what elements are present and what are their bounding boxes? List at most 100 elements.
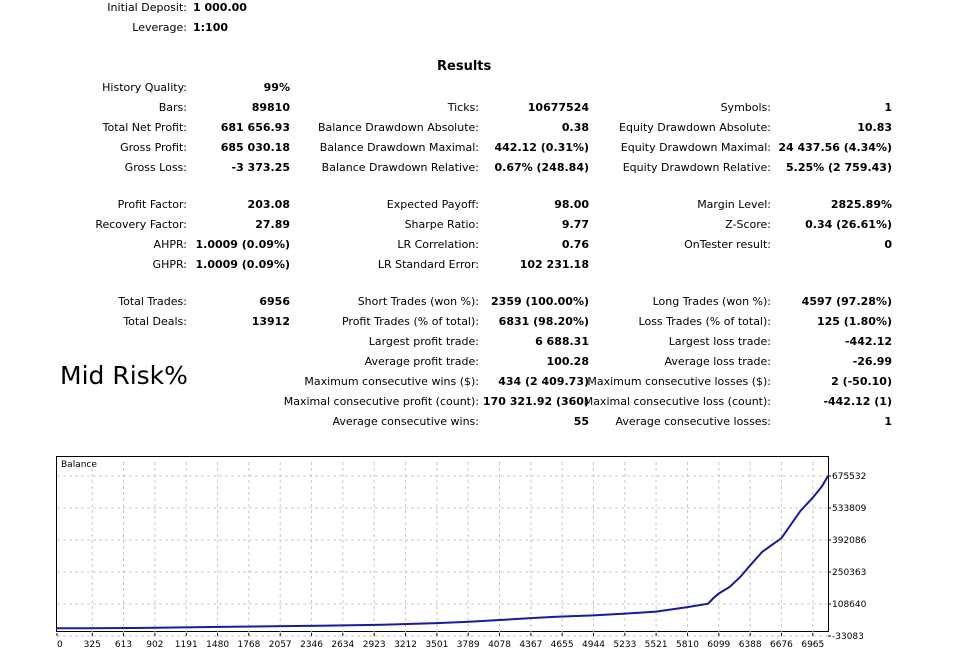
balance-drawdown-maximal-value: 442.12 (0.31%) [494,141,590,154]
balance-point [749,564,751,567]
y-tick-label: 392086 [832,536,867,546]
maximal-consecutive-loss-count-value: -442.12 (1) [823,395,892,408]
x-tick-label: 325 [84,640,101,650]
balance-point [273,625,275,628]
x-tick-label: 6965 [801,640,824,650]
equity-drawdown-relative-value: 5.25% (2 759.43) [786,161,892,174]
expected-payoff-value: 98.00 [554,198,589,211]
x-tick-label: 2057 [269,640,292,650]
short-trades-won-label: Short Trades (won %): [357,295,479,308]
balance-point [624,612,626,615]
results-title: Results [437,59,492,74]
average-consecutive-losses-label: Average consecutive losses: [615,415,771,428]
x-tick-label: 1768 [237,640,260,650]
y-tick-label: 250363 [832,568,866,578]
balance-point [761,550,764,553]
bars-label: Bars: [158,101,187,114]
equity-drawdown-absolute-label: Equity Drawdown Absolute: [619,121,771,134]
ahpr-value: 1.0009 (0.09%) [195,238,291,251]
margin-level-value: 2825.89% [830,198,892,211]
largest-loss-trade-value: -442.12 [844,335,892,348]
profit-factor-value: 203.08 [247,198,290,211]
average-profit-trade-value: 100.28 [546,355,589,368]
gross-loss-label: Gross Loss: [124,161,187,174]
balance-drawdown-maximal-label: Balance Drawdown Maximal: [319,141,479,154]
balance-point [530,617,532,619]
balance-point [501,619,503,621]
x-tick-label: 5233 [613,640,636,650]
equity-drawdown-maximal-label: Equity Drawdown Maximal: [620,141,771,154]
z-score-label: Z-Score: [725,218,771,231]
loss-trades-of-total-label: Loss Trades (% of total): [638,315,771,328]
ontester-result-value: 0 [884,238,892,251]
leverage-label: Leverage: [132,21,187,34]
equity-drawdown-absolute-value: 10.83 [857,121,892,134]
average-loss-trade-value: -26.99 [852,355,892,368]
ahpr-label: AHPR: [153,238,187,251]
balance-drawdown-absolute-value: 0.38 [561,121,589,134]
total-trades-label: Total Trades: [118,295,187,308]
x-tick-label: 613 [115,640,132,650]
average-consecutive-wins-value: 55 [573,415,589,428]
y-tick-label: 675532 [832,472,866,482]
x-tick-label: 5810 [676,640,699,650]
average-consecutive-losses-value: 1 [884,415,892,428]
y-tick-label: -33083 [832,632,864,642]
maximal-consecutive-profit-count-label: Maximal consecutive profit (count): [283,395,479,408]
mid-risk-label: Mid Risk% [60,361,188,390]
symbols-label: Symbols: [720,101,771,114]
y-tick-label: 108640 [832,600,867,610]
x-tick-label: 2346 [300,640,323,650]
x-tick-label: 1480 [206,640,229,650]
y-tick-label: 533809 [832,504,867,514]
balance-point [555,615,557,618]
history-quality-label: History Quality: [102,81,187,94]
average-loss-trade-label: Average loss trade: [664,355,771,368]
x-tick-label: 4944 [582,640,605,650]
symbols-value: 1 [884,101,892,114]
sharpe-ratio-label: Sharpe Ratio: [404,218,479,231]
ghpr-label: GHPR: [152,258,187,271]
total-net-profit-label: Total Net Profit: [102,121,187,134]
balance-point [592,614,595,617]
long-trades-won-value: 4597 (97.28%) [801,295,892,308]
recovery-factor-label: Recovery Factor: [95,218,187,231]
initial-deposit-label: Initial Deposit: [107,1,187,14]
lr-correlation-label: LR Correlation: [397,238,479,251]
total-trades-value: 6956 [259,295,290,308]
balance-point [712,597,715,599]
loss-trades-of-total-value: 125 (1.80%) [816,315,892,328]
balance-line [56,475,829,630]
balance-point [827,475,829,477]
short-trades-won-value: 2359 (100.00%) [491,295,589,308]
x-tick-label: 2634 [331,640,354,650]
profit-trades-of-total-label: Profit Trades (% of total): [341,315,479,328]
margin-level-label: Margin Level: [697,198,771,211]
x-tick-label: 6676 [770,640,793,650]
ontester-result-label: OnTester result: [684,238,771,251]
balance-point [707,602,709,605]
balance-drawdown-absolute-label: Balance Drawdown Absolute: [317,121,479,134]
average-consecutive-wins-label: Average consecutive wins: [332,415,479,428]
total-deals-label: Total Deals: [123,315,187,328]
balance-point [132,627,134,629]
lr-standard-error-value: 102 231.18 [519,258,589,271]
x-tick-label: 3212 [394,640,417,650]
equity-drawdown-maximal-value: 24 437.56 (4.34%) [778,141,892,154]
recovery-factor-value: 27.89 [255,218,290,231]
x-tick-label: 4655 [551,640,574,650]
maximal-consecutive-loss-count-label: Maximal consecutive loss (count): [583,395,771,408]
x-tick-label: 4078 [488,640,511,650]
balance-point [327,624,330,627]
gross-profit-value: 685 030.18 [220,141,290,154]
x-tick-label: 902 [146,640,163,650]
balance-point [728,585,731,588]
maximum-consecutive-losses-value: 2 (-50.10) [831,375,892,388]
history-quality-value: 99% [263,81,290,94]
x-tick-label: 6099 [707,640,730,650]
initial-deposit-value: 1 000.00 [193,1,247,14]
maximum-consecutive-losses-label: Maximum consecutive losses ($): [587,375,771,388]
chart-title: Balance [61,460,97,470]
balance-point [56,627,58,630]
balance-point [381,623,384,626]
